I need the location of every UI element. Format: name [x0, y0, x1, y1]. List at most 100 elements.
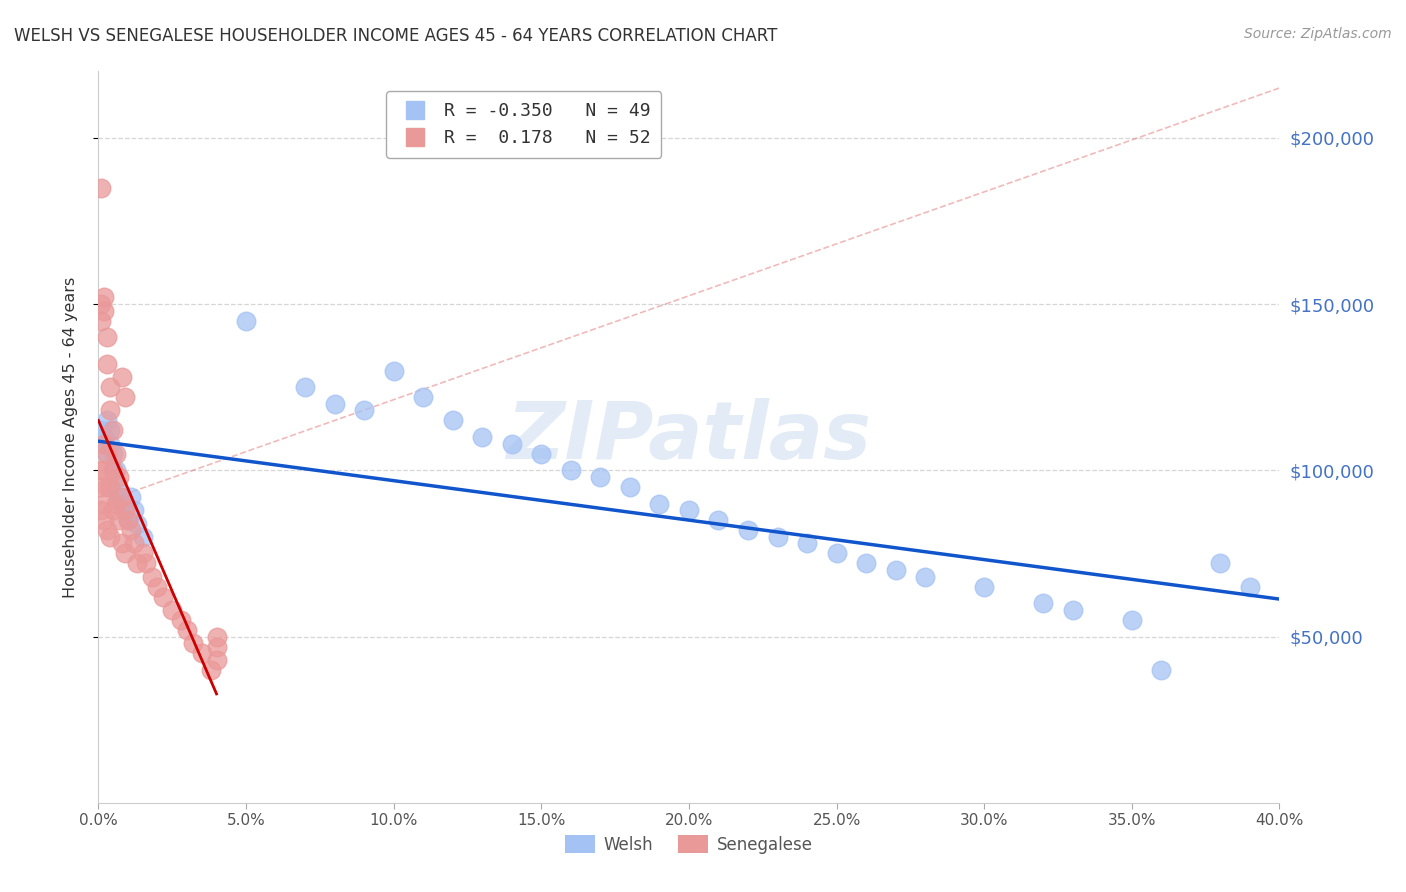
- Y-axis label: Householder Income Ages 45 - 64 years: Householder Income Ages 45 - 64 years: [63, 277, 77, 598]
- Point: [560, 463, 582, 477]
- Point: [441, 413, 464, 427]
- Point: [103, 463, 125, 477]
- Point: [884, 563, 907, 577]
- Point: [1239, 580, 1261, 594]
- Point: [96, 480, 118, 494]
- Point: [108, 470, 131, 484]
- Point: [855, 557, 877, 571]
- Point: [176, 623, 198, 637]
- Point: [90, 424, 112, 438]
- Point: [294, 380, 316, 394]
- Point: [501, 436, 523, 450]
- Point: [93, 436, 115, 450]
- Point: [141, 570, 163, 584]
- Point: [412, 390, 434, 404]
- Point: [914, 570, 936, 584]
- Point: [98, 380, 121, 394]
- Point: [619, 480, 641, 494]
- Point: [98, 424, 121, 438]
- Point: [200, 663, 222, 677]
- Point: [132, 530, 155, 544]
- Point: [678, 503, 700, 517]
- Point: [323, 397, 346, 411]
- Point: [93, 303, 115, 318]
- Point: [96, 413, 118, 427]
- Point: [117, 513, 139, 527]
- Point: [111, 490, 134, 504]
- Point: [117, 513, 139, 527]
- Point: [191, 646, 214, 660]
- Point: [96, 447, 118, 461]
- Point: [111, 497, 134, 511]
- Point: [181, 636, 204, 650]
- Point: [114, 390, 136, 404]
- Point: [90, 314, 112, 328]
- Point: [648, 497, 671, 511]
- Text: Source: ZipAtlas.com: Source: ZipAtlas.com: [1244, 27, 1392, 41]
- Point: [98, 530, 121, 544]
- Point: [96, 447, 118, 461]
- Point: [766, 530, 789, 544]
- Point: [122, 503, 145, 517]
- Point: [93, 513, 115, 527]
- Point: [205, 640, 228, 654]
- Point: [235, 314, 257, 328]
- Point: [135, 557, 157, 571]
- Point: [114, 503, 136, 517]
- Point: [96, 523, 118, 537]
- Point: [103, 463, 125, 477]
- Point: [205, 653, 228, 667]
- Point: [90, 180, 112, 194]
- Point: [589, 470, 612, 484]
- Point: [125, 516, 148, 531]
- Point: [108, 490, 131, 504]
- Point: [162, 603, 183, 617]
- Point: [825, 546, 848, 560]
- Point: [103, 447, 125, 461]
- Point: [530, 447, 553, 461]
- Point: [90, 297, 112, 311]
- Point: [1150, 663, 1173, 677]
- Text: ZIPatlas: ZIPatlas: [506, 398, 872, 476]
- Point: [146, 580, 169, 594]
- Point: [122, 536, 145, 550]
- Point: [93, 463, 115, 477]
- Point: [353, 403, 375, 417]
- Point: [90, 463, 112, 477]
- Point: [471, 430, 494, 444]
- Point: [120, 490, 142, 504]
- Point: [103, 503, 125, 517]
- Point: [96, 330, 118, 344]
- Point: [105, 497, 128, 511]
- Text: WELSH VS SENEGALESE HOUSEHOLDER INCOME AGES 45 - 64 YEARS CORRELATION CHART: WELSH VS SENEGALESE HOUSEHOLDER INCOME A…: [14, 27, 778, 45]
- Point: [90, 480, 112, 494]
- Point: [205, 630, 228, 644]
- Point: [93, 436, 115, 450]
- Point: [1209, 557, 1232, 571]
- Point: [111, 536, 134, 550]
- Point: [93, 290, 115, 304]
- Point: [125, 557, 148, 571]
- Point: [796, 536, 818, 550]
- Point: [707, 513, 730, 527]
- Point: [105, 463, 128, 477]
- Point: [1062, 603, 1084, 617]
- Point: [98, 436, 121, 450]
- Point: [105, 480, 128, 494]
- Point: [1121, 613, 1143, 627]
- Point: [1032, 596, 1054, 610]
- Point: [170, 613, 193, 627]
- Point: [114, 546, 136, 560]
- Point: [98, 480, 121, 494]
- Point: [96, 357, 118, 371]
- Point: [737, 523, 759, 537]
- Legend: Welsh, Senegalese: Welsh, Senegalese: [558, 829, 820, 860]
- Point: [90, 503, 112, 517]
- Point: [114, 503, 136, 517]
- Point: [111, 370, 134, 384]
- Point: [152, 590, 174, 604]
- Point: [98, 403, 121, 417]
- Point: [105, 447, 128, 461]
- Point: [93, 430, 115, 444]
- Point: [108, 513, 131, 527]
